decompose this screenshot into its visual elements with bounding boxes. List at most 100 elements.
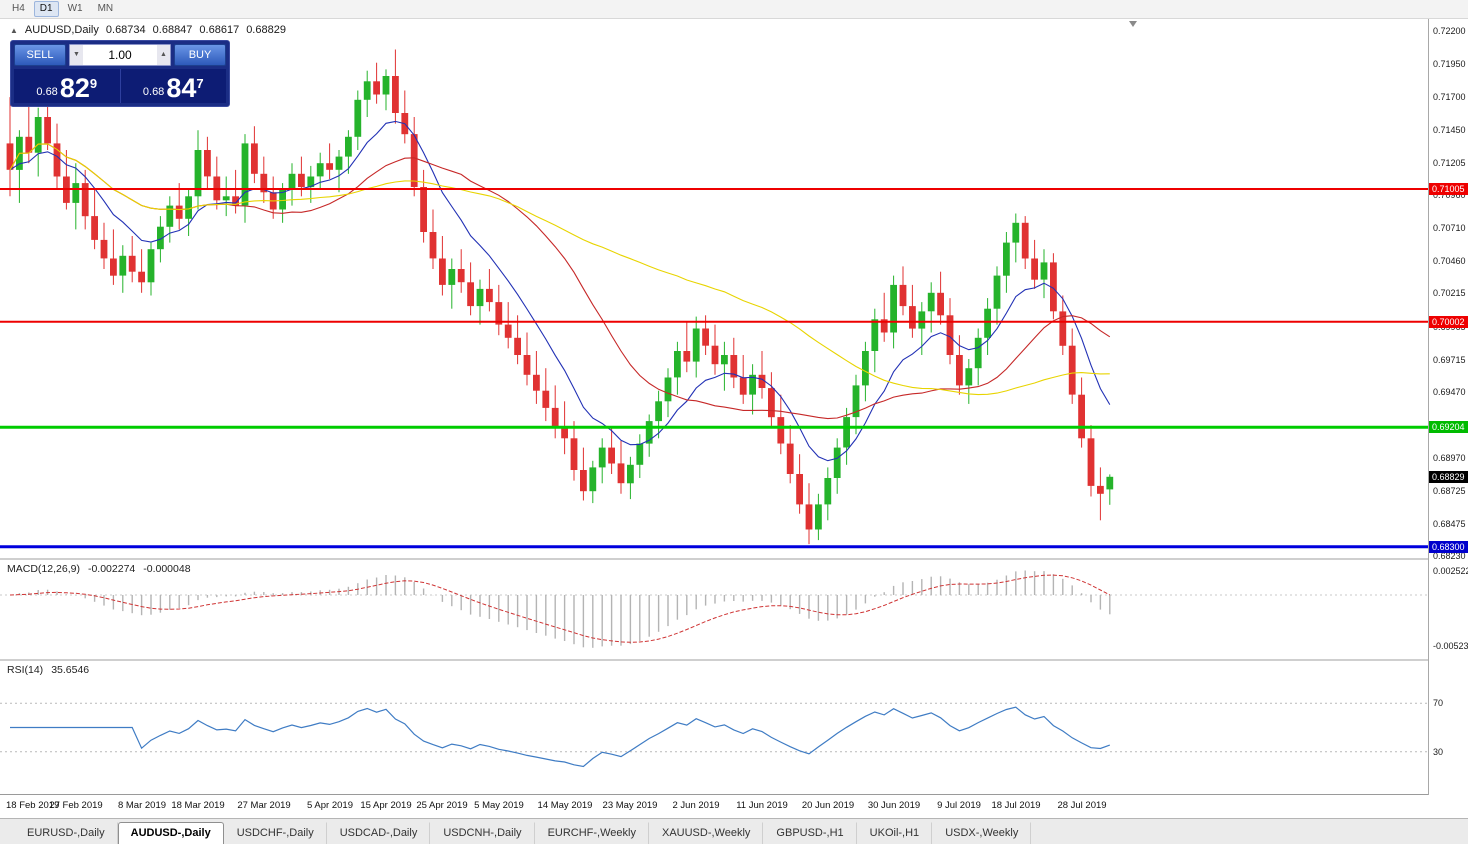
time-axis-label: 2 Jun 2019	[672, 800, 720, 811]
close-value: 0.68829	[246, 24, 286, 36]
rsi-line	[10, 706, 1111, 768]
ohlc-readout: ▲ AUDUSD,Daily 0.68734 0.68847 0.68617 0…	[10, 24, 286, 36]
price-tick: 0.71450	[1433, 125, 1466, 135]
timeframe-button-w1[interactable]: W1	[67, 3, 83, 14]
price-tick: 0.69715	[1433, 355, 1466, 365]
sell-button[interactable]: SELL	[14, 44, 66, 66]
price-tick: 0.68725	[1433, 486, 1466, 496]
rsi-chart[interactable]	[0, 661, 1428, 794]
volume-decrease-button[interactable]: ▼	[70, 45, 83, 65]
panel-separator[interactable]	[0, 659, 1468, 661]
price-chart[interactable]	[0, 19, 1428, 558]
timeframe-toolbar: H4 D1 W1 MN	[0, 0, 1468, 19]
chart-tab-usdcnh[interactable]: USDCNH-,Daily	[430, 822, 535, 844]
macd-signal-line	[9, 574, 1111, 643]
price-tick: 0.71700	[1433, 92, 1466, 102]
rsi-header: RSI(14) 35.6546	[7, 664, 89, 676]
price-tick: 0.72200	[1433, 26, 1466, 36]
support-price-label: 0.69204	[1429, 421, 1468, 433]
high-value: 0.68847	[152, 24, 193, 36]
resistance-price-label-1: 0.71005	[1429, 183, 1468, 195]
resistance-price-label-2: 0.70002	[1429, 316, 1468, 328]
macd-header: MACD(12,26,9) -0.002274 -0.000048	[7, 563, 191, 575]
buy-price-big: 84	[166, 73, 197, 103]
macd-scale-label: -0.005234	[1433, 641, 1468, 651]
chart-tab-usdcad[interactable]: USDCAD-,Daily	[327, 822, 431, 844]
timeframe-button-d1[interactable]: D1	[33, 1, 59, 17]
chart-symbol-label: AUDUSD,Daily	[24, 24, 99, 36]
macd-signal-value: -0.000048	[143, 563, 191, 575]
axis-separator	[0, 794, 1468, 795]
chart-end-marker-icon	[1129, 21, 1137, 27]
panel-separator[interactable]	[0, 558, 1468, 560]
time-axis-label: 18 Feb 2019	[6, 800, 60, 811]
rsi-scale-label: 70	[1433, 698, 1444, 708]
time-axis-label: 27 Feb 2019	[49, 800, 103, 811]
price-tick: 0.69470	[1433, 387, 1466, 397]
chart-tab-usdchf[interactable]: USDCHF-,Daily	[224, 822, 327, 844]
low-value: 0.68617	[199, 24, 240, 36]
rsi-value: 35.6546	[51, 664, 90, 676]
sell-price-sup: 9	[89, 76, 98, 91]
macd-scale-label: 0.002522	[1433, 566, 1468, 576]
time-axis-label: 30 Jun 2019	[867, 800, 921, 811]
chart-tabs-bar: EURUSD-,Daily AUDUSD-,Daily USDCHF-,Daily U…	[0, 818, 1468, 844]
macd-chart[interactable]	[0, 560, 1428, 659]
collapse-panel-icon[interactable]: ▲	[10, 25, 18, 35]
time-axis-label: 27 Mar 2019	[237, 800, 291, 811]
time-axis-label: 28 Jul 2019	[1057, 800, 1107, 811]
time-axis-label: 23 May 2019	[602, 800, 658, 811]
ma-fast-line	[9, 120, 1111, 462]
chart-tab-xauusd[interactable]: XAUUSD-,Weekly	[649, 822, 764, 844]
price-tick: 0.68230	[1433, 551, 1466, 561]
price-tick: 0.70960	[1433, 190, 1466, 200]
timeframe-button-mn[interactable]: MN	[97, 3, 114, 14]
buy-button[interactable]: BUY	[174, 44, 226, 66]
rsi-label: RSI(14)	[7, 664, 44, 676]
chart-tab-usdx[interactable]: USDX-,Weekly	[932, 822, 1032, 844]
chart-tab-ukoil[interactable]: UKOil-,H1	[857, 822, 933, 844]
time-axis-label: 5 May 2019	[474, 800, 524, 811]
time-axis-label: 14 May 2019	[537, 800, 593, 811]
current-price-label: 0.68829	[1429, 471, 1468, 483]
chart-tab-eurusd[interactable]: EURUSD-,Daily	[14, 822, 118, 844]
price-tick: 0.68970	[1433, 453, 1466, 463]
lower-support-price-label: 0.68300	[1429, 541, 1468, 553]
price-scale[interactable]: 0.72200 0.71950 0.71700 0.71450 0.71205 0.709…	[1428, 19, 1468, 795]
time-axis-label: 8 Mar 2019	[117, 800, 167, 811]
time-axis-label: 18 Jul 2019	[991, 800, 1041, 811]
sell-price-prefix: 0.68	[36, 86, 58, 98]
time-axis-label: 11 Jun 2019	[736, 800, 788, 811]
buy-price-prefix: 0.68	[142, 86, 165, 98]
macd-value: -0.002274	[87, 563, 136, 575]
one-click-trading-panel: SELL ▼ 1.00 ▲ BUY 0.68 82 9 0.68 84 7	[10, 40, 230, 107]
time-axis-label: 15 Apr 2019	[360, 800, 412, 811]
time-axis[interactable]: 18 Feb 2019 27 Feb 2019 8 Mar 2019 18 Mar 2…	[0, 795, 1428, 818]
price-tick: 0.70710	[1433, 223, 1466, 233]
sell-price-big: 82	[59, 73, 90, 103]
timeframe-button-h4[interactable]: H4	[12, 3, 25, 14]
open-value: 0.68734	[105, 24, 146, 36]
time-axis-label: 9 Jul 2019	[937, 800, 981, 811]
price-tick: 0.68475	[1433, 519, 1466, 529]
ma-slow-line	[9, 143, 1110, 396]
price-tick: 0.71205	[1433, 158, 1466, 168]
buy-price-display[interactable]: 0.68 84 7	[120, 69, 226, 103]
rsi-scale-label: 30	[1433, 747, 1444, 757]
buy-price-sup: 7	[196, 76, 204, 91]
time-axis-label: 18 Mar 2019	[171, 800, 225, 811]
volume-increase-button[interactable]: ▲	[157, 45, 170, 65]
macd-label: MACD(12,26,9)	[7, 563, 80, 575]
price-tick: 0.70460	[1433, 256, 1466, 266]
chart-tab-audusd[interactable]: AUDUSD-,Daily	[117, 822, 224, 844]
time-axis-label: 5 Apr 2019	[307, 800, 353, 811]
chart-tab-gbpusd[interactable]: GBPUSD-,H1	[763, 822, 857, 844]
volume-input[interactable]: 1.00	[108, 48, 132, 62]
price-tick: 0.71950	[1433, 59, 1466, 69]
sell-price-display[interactable]: 0.68 82 9	[14, 69, 121, 103]
volume-control: ▼ 1.00 ▲	[69, 44, 171, 66]
candles-layer	[6, 49, 1114, 545]
chart-tab-eurchf[interactable]: EURCHF-,Weekly	[535, 822, 649, 844]
time-axis-label: 25 Apr 2019	[416, 800, 468, 811]
